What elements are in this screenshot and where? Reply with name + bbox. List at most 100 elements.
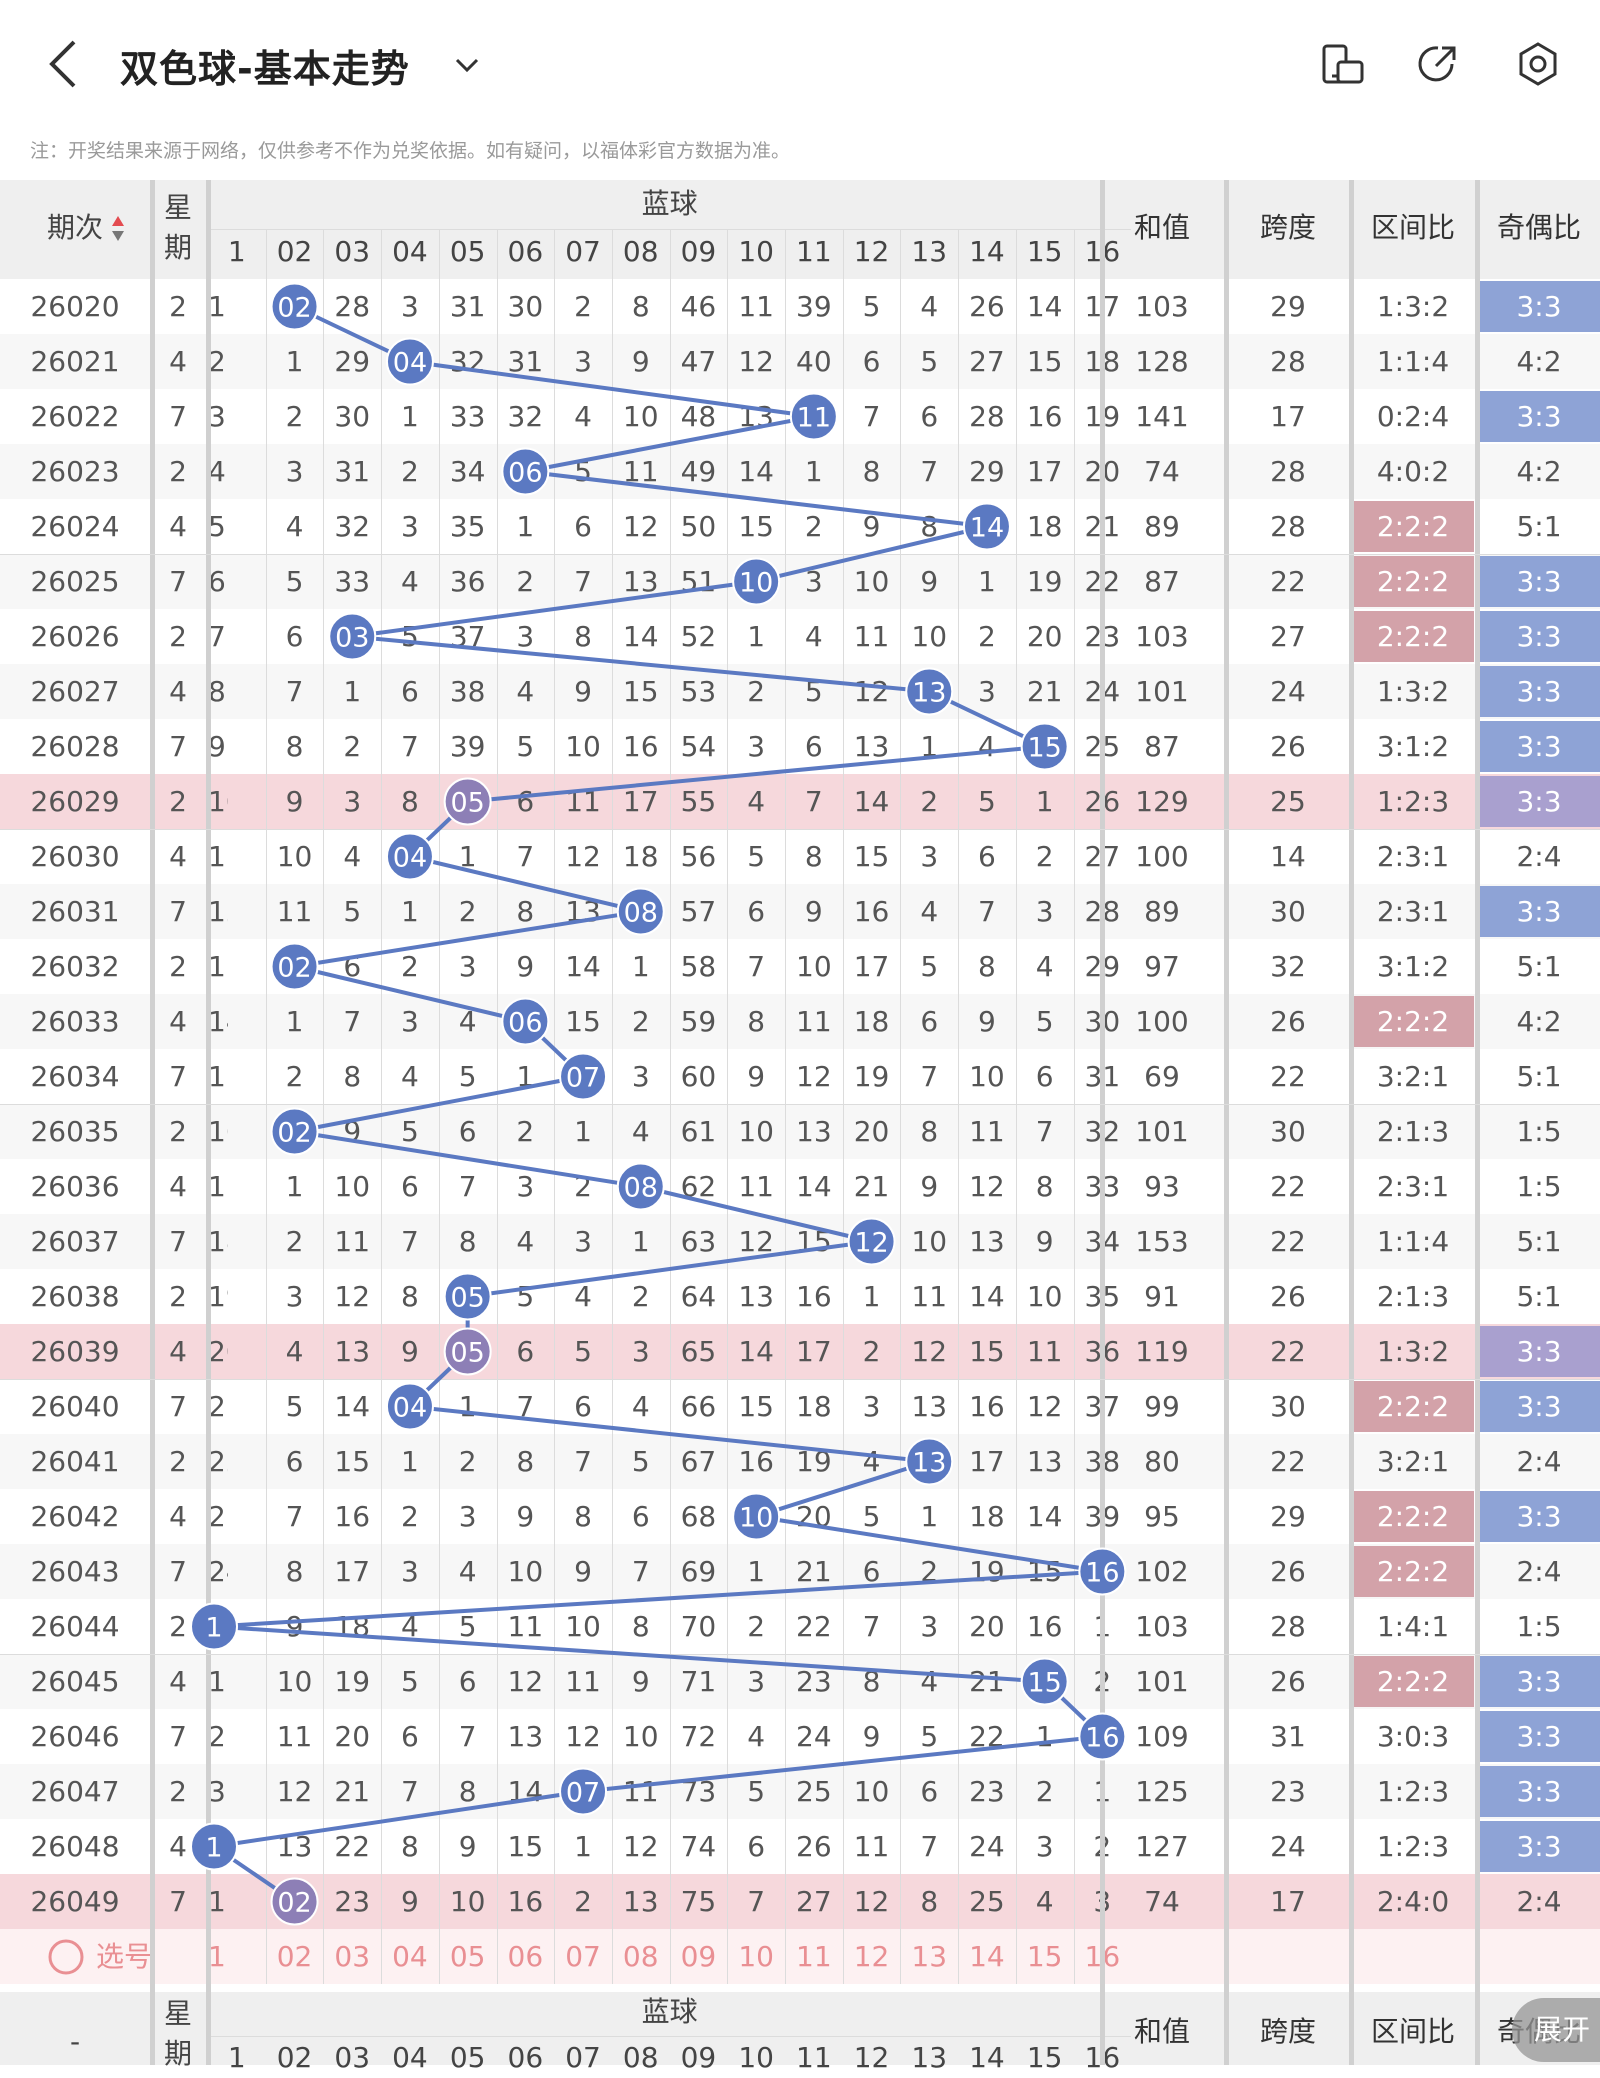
ball-cell: 9 xyxy=(978,1005,996,1038)
share-icon[interactable] xyxy=(1414,40,1462,88)
weekday-cell: 4 xyxy=(169,1500,187,1533)
footer-ball-12: 12 xyxy=(853,2041,890,2074)
select-ball-4[interactable]: 04 xyxy=(392,1940,428,1973)
ball-cell: 8 xyxy=(631,290,650,323)
chevron-down-icon[interactable] xyxy=(452,50,482,80)
footer-ball-15: 15 xyxy=(1026,2041,1063,2074)
ball-cell: 17 xyxy=(334,1555,371,1588)
interval-tag-bg xyxy=(1352,1381,1474,1432)
select-ball-6[interactable]: 06 xyxy=(507,1940,544,1973)
issue-cell: 26024 xyxy=(30,510,120,543)
ball-cell: 8 xyxy=(285,1555,304,1588)
footer-issue: - xyxy=(69,2025,81,2058)
page-title[interactable]: 双色球-基本走势 xyxy=(120,47,410,91)
ball-cell: 8 xyxy=(285,730,304,763)
ball-cell: 31 xyxy=(334,455,371,488)
issue-cell: 26040 xyxy=(30,1390,120,1423)
ball-cell: 4 xyxy=(920,290,939,323)
select-ball-15[interactable]: 15 xyxy=(1026,1940,1063,1973)
issue-cell: 26033 xyxy=(30,1005,120,1038)
ball-cell: 14 xyxy=(738,455,774,488)
column-separator xyxy=(206,180,211,2065)
select-ball-9[interactable]: 09 xyxy=(680,1940,717,1973)
ball-cell: 12 xyxy=(565,840,601,873)
select-ball-3[interactable]: 03 xyxy=(334,1940,371,1973)
oddeven-cell: 3:3 xyxy=(1516,290,1562,323)
ball-cell: 7 xyxy=(285,1500,304,1533)
ball-cell: 3 xyxy=(574,1225,592,1258)
ball-cell: 15 xyxy=(1026,1555,1063,1588)
ball-cell: 6 xyxy=(804,730,823,763)
ball-cell: 15 xyxy=(969,1335,1005,1368)
ball-cell: 1 xyxy=(516,510,535,543)
ball-cell: 19 xyxy=(1026,565,1063,598)
select-ball-7[interactable]: 07 xyxy=(565,1940,601,1973)
sum-cell: 99 xyxy=(1144,1390,1180,1423)
oddeven-cell: 3:3 xyxy=(1516,400,1562,433)
span-cell: 24 xyxy=(1270,675,1306,708)
ball-cell: 7 xyxy=(285,675,304,708)
ball-cell: 3 xyxy=(920,1610,939,1643)
ball-cell: 9 xyxy=(208,730,226,763)
ball-cell: 69 xyxy=(680,1555,717,1588)
select-ball-1[interactable]: 1 xyxy=(208,1940,226,1973)
oddeven-cell: 3:3 xyxy=(1516,1830,1562,1863)
settings-icon[interactable] xyxy=(1514,40,1562,88)
col-header-ball-9: 09 xyxy=(680,235,717,268)
phone-landscape-icon[interactable] xyxy=(1318,40,1366,88)
issue-cell: 26042 xyxy=(30,1500,120,1533)
ball-cell: 8 xyxy=(631,1610,650,1643)
col-header-sum: 和值 xyxy=(1133,211,1190,244)
ball-cell: 3 xyxy=(208,1775,226,1808)
oddeven-tag-bg xyxy=(1478,556,1600,607)
ball-cell: 51 xyxy=(680,565,717,598)
select-label[interactable]: 选号 xyxy=(96,1940,153,1973)
interval-cell: 2:1:3 xyxy=(1376,1280,1450,1313)
ball-cell: 1 xyxy=(458,840,477,873)
sort-icon[interactable] xyxy=(110,214,126,244)
weekday-cell: 4 xyxy=(169,1830,187,1863)
weekday-cell: 7 xyxy=(169,730,187,763)
ball-cell: 7 xyxy=(516,840,535,873)
interval-cell: 2:2:2 xyxy=(1376,510,1450,543)
ball-cell: 6 xyxy=(516,1335,535,1368)
ball-cell: 9 xyxy=(401,1335,419,1368)
oddeven-cell: 2:4 xyxy=(1516,1885,1562,1918)
oddeven-cell: 3:3 xyxy=(1516,1335,1562,1368)
select-ball-11[interactable]: 11 xyxy=(796,1940,832,1973)
issue-cell: 26029 xyxy=(30,785,120,818)
ball-cell: 67 xyxy=(680,1445,717,1478)
weekday-cell: 4 xyxy=(169,510,187,543)
ball-cell: 22 xyxy=(334,1830,371,1863)
ball-cell: 1 xyxy=(516,1060,535,1093)
weekday-cell: 2 xyxy=(169,1115,187,1148)
ball-cell: 7 xyxy=(574,565,592,598)
select-ball-2[interactable]: 02 xyxy=(276,1940,313,1973)
ball-cell: 9 xyxy=(631,1665,650,1698)
sum-cell: 87 xyxy=(1144,730,1180,763)
select-ball-5[interactable]: 05 xyxy=(449,1940,486,1973)
select-ball-8[interactable]: 08 xyxy=(622,1940,659,1973)
col-header-issue[interactable]: 期次 xyxy=(46,211,103,244)
select-ball-10[interactable]: 10 xyxy=(738,1940,774,1973)
ball-cell: 2 xyxy=(574,290,592,323)
grid-line xyxy=(727,230,729,1984)
weekday-cell: 7 xyxy=(169,400,187,433)
span-cell: 26 xyxy=(1270,1555,1306,1588)
select-circle-icon[interactable] xyxy=(46,1937,86,1977)
ball-cell: 5 xyxy=(920,1720,939,1753)
column-separator xyxy=(1224,180,1229,2065)
expand-button[interactable]: 展开 xyxy=(1512,1998,1600,2062)
col-header-ball-15: 15 xyxy=(1026,235,1063,268)
footer-ball-8: 08 xyxy=(622,2041,659,2074)
select-ball-13[interactable]: 13 xyxy=(911,1940,948,1973)
oddeven-cell: 1:5 xyxy=(1516,1610,1562,1643)
ball-cell: 7 xyxy=(1035,1115,1054,1148)
interval-tag-bg xyxy=(1352,1546,1474,1597)
select-ball-14[interactable]: 14 xyxy=(969,1940,1005,1973)
issue-cell: 26041 xyxy=(30,1445,120,1478)
back-icon[interactable] xyxy=(44,36,84,92)
select-ball-12[interactable]: 12 xyxy=(853,1940,890,1973)
ball-cell: 10 xyxy=(208,785,228,818)
ball-cell: 8 xyxy=(747,1005,766,1038)
